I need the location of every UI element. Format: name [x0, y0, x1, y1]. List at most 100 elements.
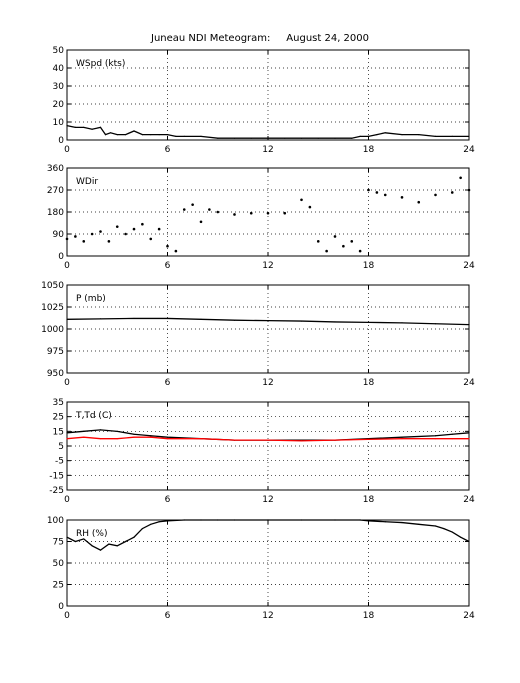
x-tick-label: 6	[165, 495, 171, 505]
panel-label: P (mb)	[76, 294, 106, 304]
data-point	[460, 536, 462, 538]
data-point	[133, 130, 135, 132]
y-tick-label: 950	[47, 369, 64, 379]
data-point	[99, 429, 102, 431]
panel-4: 0 6 12 18 24 -25 -15 -5 5 15 25 35 T,Td (C)	[49, 398, 475, 505]
data-point	[233, 137, 236, 139]
y-tick-label: 35	[53, 398, 64, 408]
data-point	[367, 438, 370, 440]
y-tick-label: 50	[53, 46, 65, 56]
data-point	[325, 249, 328, 253]
data-point	[443, 528, 445, 530]
data-point	[66, 438, 68, 440]
panel-label: WSpd (kts)	[76, 59, 125, 69]
data-point	[109, 132, 112, 134]
data-point	[375, 191, 379, 194]
data-point	[283, 211, 287, 215]
data-point	[434, 438, 437, 440]
data-point	[83, 126, 85, 128]
y-tick-label: 30	[53, 82, 65, 92]
data-point	[200, 135, 202, 137]
data-point	[367, 135, 370, 137]
data-point	[74, 235, 77, 238]
data-point	[308, 205, 312, 209]
x-tick-label: 18	[363, 261, 375, 271]
y-tick-label: 1050	[41, 281, 64, 291]
data-point	[359, 519, 361, 521]
x-tick-label: 18	[363, 611, 375, 621]
y-tick-label: 1000	[41, 325, 64, 335]
data-point	[74, 540, 76, 543]
data-point	[400, 196, 404, 199]
data-point	[434, 193, 437, 197]
data-point	[174, 249, 178, 253]
data-point	[200, 519, 202, 521]
data-point	[451, 433, 453, 435]
data-point	[367, 520, 370, 522]
data-point	[115, 225, 119, 228]
data-point	[125, 540, 127, 543]
y-tick-label: 50	[53, 559, 65, 569]
data-point	[300, 320, 303, 322]
y-tick-label: 5	[58, 442, 64, 452]
data-point	[451, 531, 453, 533]
data-point	[166, 438, 169, 440]
data-point	[141, 222, 144, 226]
data-point	[401, 322, 403, 324]
data-point	[74, 126, 76, 128]
data-point	[66, 318, 68, 320]
data-point	[83, 538, 85, 540]
data-point	[384, 132, 386, 134]
data-point	[116, 430, 118, 432]
data-point	[199, 220, 203, 224]
y-tick-label: 20	[53, 100, 65, 110]
x-tick-label: 0	[64, 261, 70, 271]
data-point	[216, 210, 220, 214]
data-point	[104, 134, 107, 136]
data-point	[350, 240, 354, 243]
data-point	[200, 318, 202, 320]
data-point	[249, 211, 253, 215]
x-tick-label: 24	[463, 378, 475, 388]
x-tick-label: 0	[64, 611, 70, 621]
data-point	[166, 520, 169, 522]
data-point	[158, 521, 160, 523]
data-point	[166, 436, 169, 438]
data-point	[418, 134, 420, 136]
data-point	[91, 128, 93, 130]
x-tick-label: 18	[363, 378, 375, 388]
data-point	[99, 230, 102, 233]
y-tick-label: 975	[47, 347, 64, 357]
x-tick-label: 18	[363, 145, 375, 155]
data-point	[434, 525, 437, 527]
data-point	[401, 438, 403, 440]
data-point	[175, 135, 177, 137]
x-tick-label: 12	[262, 495, 273, 505]
x-tick-label: 24	[463, 611, 475, 621]
data-point	[266, 211, 270, 215]
data-point	[451, 135, 453, 137]
y-tick-label: 0	[58, 602, 64, 612]
data-point	[182, 208, 186, 211]
data-point	[468, 432, 470, 434]
data-point	[141, 134, 143, 136]
y-tick-label: 0	[58, 136, 64, 146]
y-tick-label: 270	[47, 186, 64, 196]
data-point	[334, 321, 336, 323]
y-tick-label: 180	[47, 208, 64, 218]
y-tick-label: 0	[58, 252, 64, 262]
x-tick-label: 24	[463, 495, 475, 505]
data-point	[99, 549, 102, 551]
data-point	[124, 232, 127, 236]
data-point	[108, 543, 110, 545]
data-point	[418, 523, 420, 525]
x-tick-label: 6	[165, 611, 171, 621]
y-tick-label: 10	[53, 118, 65, 128]
data-point	[300, 198, 303, 202]
data-point	[450, 191, 454, 194]
data-point	[351, 137, 353, 139]
data-point	[141, 528, 143, 530]
data-point	[66, 432, 68, 434]
data-point	[82, 240, 86, 243]
